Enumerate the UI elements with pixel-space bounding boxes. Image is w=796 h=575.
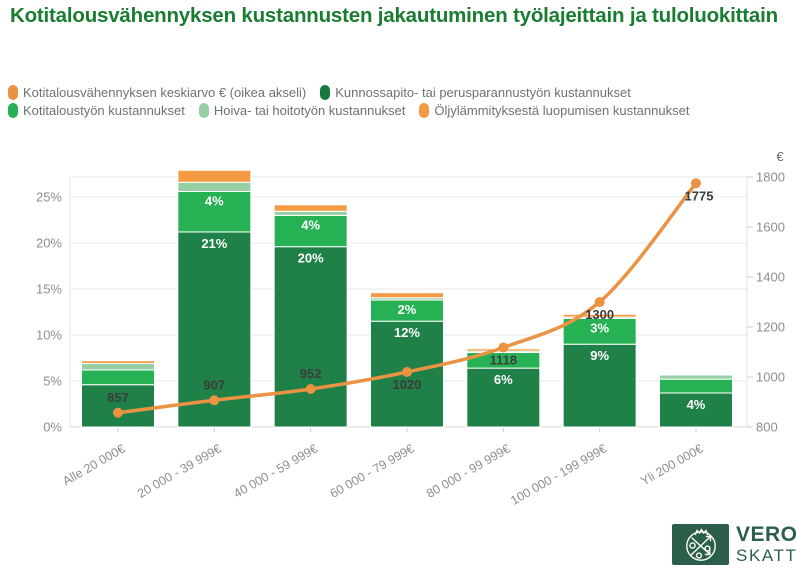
- bar-segment[interactable]: [81, 384, 155, 428]
- line-point[interactable]: [305, 384, 316, 394]
- line-point[interactable]: [690, 178, 701, 189]
- x-axis-label: 60 000 - 79 999€: [328, 441, 417, 500]
- x-axis-label: Alle 20 000€: [60, 441, 127, 488]
- line-point[interactable]: [401, 367, 412, 377]
- bar-segment[interactable]: [81, 360, 155, 365]
- right-axis-label: 1400: [756, 270, 785, 285]
- x-axis-label: 100 000 - 199 999€: [508, 441, 609, 507]
- bar-segment[interactable]: [658, 392, 733, 428]
- bar-percentage-label: 12%: [394, 325, 420, 340]
- legend-label: Kotitalousvähennyksen keskiarvo € (oikea…: [23, 85, 307, 100]
- x-axis-label: 40 000 - 59 999€: [231, 441, 320, 500]
- bar-segment[interactable]: [177, 181, 252, 192]
- bar-percentage-label: 20%: [298, 251, 324, 266]
- bar-segment[interactable]: [562, 317, 637, 345]
- x-axis-label: 20 000 - 39 999€: [135, 441, 224, 500]
- right-axis-label: 1600: [756, 220, 785, 235]
- vero-logo-line1: VERO: [736, 523, 796, 546]
- y-axis-label: 10%: [36, 328, 62, 343]
- y-axis-label: 15%: [36, 282, 62, 297]
- legend-label: Kotitaloustyön kustannukset: [23, 103, 185, 118]
- line-value-label: 1300: [585, 307, 614, 322]
- legend-swatch-icon: [8, 85, 18, 100]
- legend: Kotitalousvähennyksen keskiarvo € (oikea…: [8, 85, 788, 121]
- bar-segment[interactable]: [658, 374, 733, 380]
- bar-segment[interactable]: [177, 231, 252, 428]
- line-value-label: 907: [203, 377, 225, 392]
- legend-item[interactable]: Kotitalousvähennyksen keskiarvo € (oikea…: [8, 85, 306, 100]
- legend-swatch-icon: [419, 103, 430, 118]
- chart-title: Kotitalousvähennyksen kustannusten jakau…: [10, 4, 778, 27]
- bar-segment[interactable]: [273, 210, 348, 216]
- line-value-label: 857: [107, 390, 129, 405]
- bar-percentage-label: 4%: [301, 217, 320, 232]
- bar-segment[interactable]: [177, 190, 252, 233]
- x-axis-label: Yli 200 000€: [638, 441, 705, 488]
- bar-segment[interactable]: [273, 246, 348, 428]
- line-point[interactable]: [113, 407, 123, 418]
- vero-logo: VERO SKATT: [672, 524, 796, 565]
- legend-swatch-icon: [320, 85, 331, 100]
- legend-swatch-icon: [198, 103, 209, 118]
- bar-percentage-label: 4%: [687, 397, 706, 412]
- legend-row: Kotitalousvähennyksen keskiarvo € (oikea…: [8, 85, 788, 100]
- bar-percentage-label: 3%: [590, 320, 609, 335]
- legend-item[interactable]: Öljylämmityksestä luopumisen kustannukse…: [419, 103, 689, 118]
- line-point[interactable]: [498, 342, 509, 353]
- bar-percentage-label: 6%: [494, 372, 513, 387]
- bar-segment[interactable]: [562, 313, 637, 318]
- bar-percentage-label: 2%: [398, 302, 417, 317]
- y-axis-label: 25%: [36, 190, 62, 205]
- right-axis-label: 1000: [756, 370, 785, 385]
- line-point[interactable]: [209, 395, 220, 406]
- bar-segment[interactable]: [466, 367, 541, 428]
- legend-row: Kotitaloustyön kustannukset Hoiva- tai ho…: [8, 103, 788, 118]
- bar-segment[interactable]: [273, 204, 348, 212]
- bar-segment[interactable]: [177, 169, 252, 183]
- line-point[interactable]: [594, 297, 605, 307]
- vero-emblem-icon: [685, 527, 716, 561]
- y-axis-label: 0%: [43, 420, 62, 435]
- line-value-label: 1020: [393, 377, 422, 392]
- right-axis-title: €: [776, 149, 784, 164]
- right-axis-label: 1200: [756, 320, 785, 335]
- bar-segment[interactable]: [369, 292, 444, 299]
- y-axis-label: 5%: [43, 374, 62, 389]
- bar-segment[interactable]: [81, 363, 155, 371]
- line-value-label: 1118: [490, 353, 518, 368]
- legend-item[interactable]: Hoiva- tai hoitotyön kustannukset: [198, 103, 406, 118]
- vero-logo-line2: SKATT: [736, 546, 796, 565]
- legend-item[interactable]: Kunnossapito- tai perusparannustyön kust…: [320, 85, 631, 100]
- line-value-label: 952: [300, 366, 322, 381]
- y-axis-label: 20%: [36, 236, 62, 251]
- line-value-label: 1775: [685, 188, 714, 203]
- legend-swatch-icon: [8, 103, 18, 118]
- legend-label: Öljylämmityksestä luopumisen kustannukse…: [434, 103, 690, 118]
- legend-label: Hoiva- tai hoitotyön kustannukset: [213, 103, 406, 118]
- vero-emblem: [672, 524, 729, 565]
- legend-label: Kunnossapito- tai perusparannustyön kust…: [335, 85, 631, 100]
- legend-item[interactable]: Kotitaloustyön kustannukset: [8, 103, 185, 118]
- right-axis-label: 800: [756, 420, 778, 435]
- x-axis-label: 80 000 - 99 999€: [424, 441, 513, 500]
- vero-logo-text: VERO SKATT: [736, 524, 796, 564]
- bar-percentage-label: 9%: [590, 348, 609, 363]
- bar-segment[interactable]: [658, 378, 733, 394]
- bar-segment[interactable]: [81, 369, 155, 386]
- bar-percentage-label: 21%: [201, 236, 227, 251]
- right-axis-label: 1800: [756, 170, 785, 185]
- bar-percentage-label: 4%: [205, 193, 224, 208]
